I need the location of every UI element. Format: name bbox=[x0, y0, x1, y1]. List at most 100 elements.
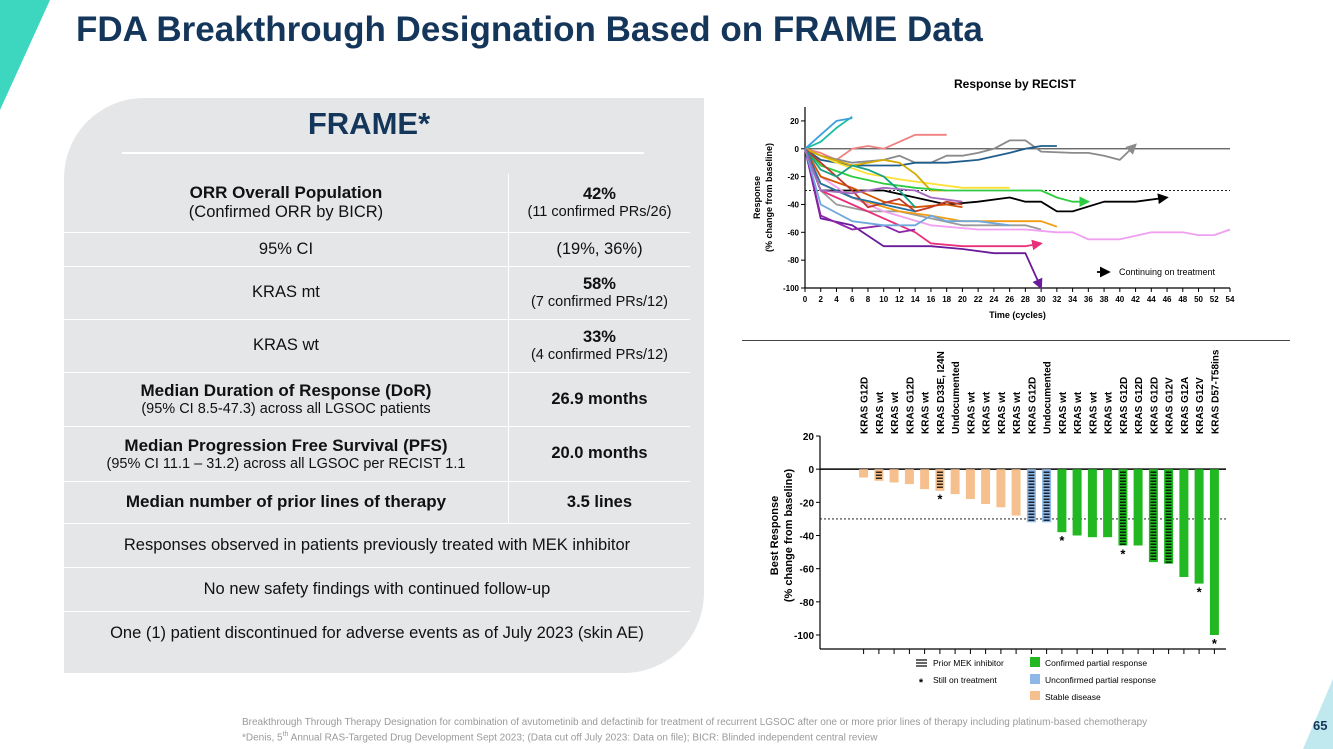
orr-value: 42% bbox=[582, 185, 616, 204]
best-response-waterfall-chart: 20 0 -20 -40 -60 -80 -100 Best Response (% chang… bbox=[769, 349, 1226, 700]
still-on-treatment-marker: * bbox=[937, 492, 943, 507]
x-tick-label: 30 bbox=[1037, 295, 1046, 304]
still-on-treatment-marker: * bbox=[1120, 546, 1126, 561]
series-line bbox=[804, 148, 1169, 213]
x-tick-label: 50 bbox=[1194, 295, 1203, 304]
kras-mt-subvalue: (7 confirmed PRs/12) bbox=[530, 294, 668, 310]
orr-subvalue: (11 confirmed PRs/26) bbox=[527, 204, 672, 221]
table-row: Median Progression Free Survival (PFS) (9… bbox=[64, 426, 690, 482]
kras-wt-value: 33% bbox=[582, 328, 616, 346]
category-label: KRAS G12D bbox=[1149, 377, 1160, 434]
response-bar bbox=[935, 469, 945, 491]
series-line bbox=[804, 148, 963, 213]
y-tick-label: -60 bbox=[800, 565, 815, 576]
orr-label: ORR Overall Population bbox=[189, 183, 383, 203]
category-label: KRAS G12D bbox=[1134, 377, 1145, 434]
kras-mt-label: KRAS mt bbox=[64, 266, 509, 320]
series-line bbox=[804, 147, 1010, 189]
category-label: KRAS wt bbox=[875, 391, 886, 434]
y-axis-label: Best Response bbox=[769, 496, 781, 575]
footer-line-1: Breakthrough Through Therapy Designation… bbox=[242, 717, 1148, 728]
x-tick-label: 16 bbox=[926, 295, 935, 304]
x-axis-label: Time (cycles) bbox=[989, 310, 1046, 320]
category-label: KRAS G12D bbox=[905, 377, 916, 434]
x-tick-label: 0 bbox=[803, 295, 808, 304]
table-row: Median Duration of Response (DoR) (95% CI… bbox=[64, 372, 690, 427]
ci-label: 95% CI bbox=[64, 232, 509, 267]
dor-sublabel: (95% CI 8.5-47.3) across all LGSOC patie… bbox=[141, 401, 431, 417]
orr-sublabel: (Confirmed ORR by BICR) bbox=[188, 203, 384, 222]
pfs-label: Median Progression Free Survival (PFS) bbox=[124, 435, 448, 455]
x-tick-label: 6 bbox=[850, 295, 855, 304]
response-bar bbox=[996, 469, 1006, 508]
response-bar bbox=[1118, 469, 1128, 546]
x-tick-label: 44 bbox=[1147, 295, 1156, 304]
response-bar bbox=[1087, 469, 1097, 538]
y-axis-label: Response bbox=[752, 176, 762, 219]
category-label: KRAS G12V bbox=[1195, 377, 1206, 434]
page-title: FDA Breakthrough Designation Based on FR… bbox=[76, 10, 983, 49]
x-tick-label: 20 bbox=[958, 295, 967, 304]
response-bar bbox=[1057, 469, 1067, 533]
legend-swatch bbox=[1030, 674, 1040, 684]
frame-heading-rule bbox=[122, 152, 644, 154]
response-bar bbox=[1194, 469, 1204, 584]
x-tick-label: 40 bbox=[1115, 295, 1124, 304]
table-row: One (1) patient discontinued for adverse… bbox=[64, 611, 690, 655]
table-row: Responses observed in patients previousl… bbox=[64, 523, 690, 568]
series-line bbox=[804, 148, 916, 234]
y-tick-label: -80 bbox=[787, 256, 799, 265]
x-tick-label: 54 bbox=[1226, 295, 1235, 304]
note-mek: Responses observed in patients previousl… bbox=[64, 523, 690, 568]
table-row: KRAS mt 58% (7 confirmed PRs/12) bbox=[64, 266, 690, 320]
series-line bbox=[804, 148, 1043, 251]
x-tick-label: 32 bbox=[1052, 295, 1061, 304]
table-row: Median number of prior lines of therapy … bbox=[64, 481, 690, 524]
x-tick-label: 26 bbox=[1005, 295, 1014, 304]
frame-results-table: ORR Overall Population (Confirmed ORR by … bbox=[64, 174, 690, 655]
response-bar bbox=[1164, 469, 1174, 564]
response-bar bbox=[981, 469, 991, 504]
response-bar bbox=[1179, 469, 1189, 577]
response-bar bbox=[1209, 469, 1219, 635]
x-tick-label: 4 bbox=[834, 295, 839, 304]
category-label: KRAS wt bbox=[1012, 391, 1023, 434]
legend-label: Unconfirmed partial response bbox=[1045, 675, 1156, 685]
page-number: 65 bbox=[1313, 718, 1328, 733]
x-tick-label: 8 bbox=[866, 295, 871, 304]
dor-label: Median Duration of Response (DoR) bbox=[140, 381, 432, 400]
corner-accent-top-left bbox=[0, 0, 50, 110]
x-tick-label: 2 bbox=[819, 295, 824, 304]
note-discontinued: One (1) patient discontinued for adverse… bbox=[110, 623, 644, 642]
y-tick-label: -80 bbox=[800, 598, 815, 609]
still-on-treatment-marker: * bbox=[1197, 585, 1203, 600]
series-line bbox=[804, 148, 1043, 290]
category-label: KRAS D33E, I24N bbox=[936, 351, 947, 434]
prior-lines-label: Median number of prior lines of therapy bbox=[64, 481, 509, 524]
category-label: KRAS wt bbox=[1088, 391, 1099, 434]
category-label: Undocumented bbox=[1043, 361, 1054, 434]
series-line bbox=[804, 115, 853, 150]
x-tick-label: 22 bbox=[974, 295, 983, 304]
series-line bbox=[804, 148, 1231, 241]
kras-wt-label: KRAS wt bbox=[64, 319, 509, 373]
response-bar bbox=[1072, 469, 1082, 536]
kras-mt-value: 58% bbox=[582, 275, 616, 293]
still-on-treatment-marker: * bbox=[1212, 636, 1218, 651]
legend-label: Still on treatment bbox=[933, 675, 997, 685]
category-label: Undocumented bbox=[951, 361, 962, 434]
legend-label: Stable disease bbox=[1045, 692, 1101, 700]
y-tick-label: 0 bbox=[808, 465, 814, 476]
x-tick-label: 24 bbox=[989, 295, 998, 304]
kras-wt-subvalue: (4 confirmed PRs/12) bbox=[530, 347, 668, 363]
prior-lines-value: 3.5 lines bbox=[508, 481, 690, 524]
category-label: KRAS G12D bbox=[860, 377, 871, 434]
y-tick-label: -20 bbox=[800, 498, 815, 509]
legend-label: Prior MEK inhibitor bbox=[933, 658, 1004, 668]
category-label: KRAS G12V bbox=[1165, 377, 1176, 434]
category-label: KRAS G12D bbox=[1119, 377, 1130, 434]
x-tick-label: 12 bbox=[895, 295, 904, 304]
series-line bbox=[804, 147, 947, 192]
response-bar bbox=[1011, 469, 1021, 516]
x-tick-label: 38 bbox=[1100, 295, 1109, 304]
